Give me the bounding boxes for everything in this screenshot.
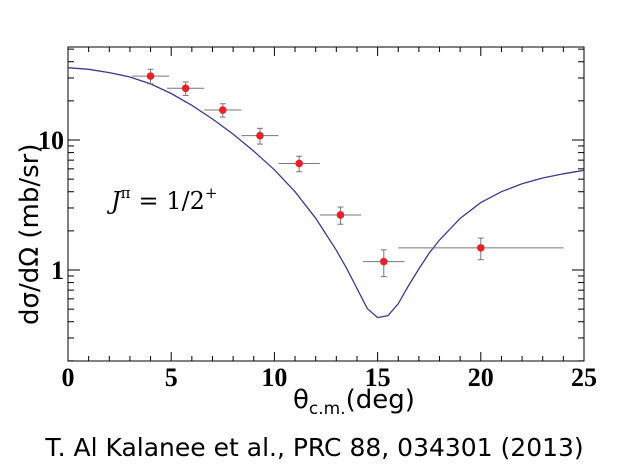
y-axis-label: dσ/dΩ (mb/sr) (15, 144, 45, 326)
data-point (219, 106, 227, 114)
jpi-rhs: = 1/2 (138, 187, 204, 215)
data-point (336, 211, 345, 219)
jpi-rhs-superscript: + (205, 184, 218, 202)
data-point-group (241, 127, 279, 145)
data-point-group (204, 103, 242, 118)
x-axis-subscript: c.m. (309, 399, 346, 419)
axis-ticks (67, 47, 585, 362)
x-tick-label: 10 (261, 363, 287, 392)
x-axis-label: θc.m.(deg) (293, 385, 415, 419)
x-tick-label: 15 (365, 363, 391, 392)
data-point-group (278, 155, 320, 173)
x-axis-symbol: θ (293, 385, 309, 415)
chart-frame (67, 46, 585, 362)
y-tick-labels: 1 10 (38, 126, 64, 285)
jpi-annotation: Jπ = 1/2+ (106, 184, 217, 215)
data-point (295, 159, 303, 168)
x-tick-labels: 0 5 10 15 20 25 (62, 363, 598, 392)
jpi-base: J (106, 187, 122, 215)
data-point (181, 84, 190, 93)
data-point (256, 131, 264, 140)
x-tick-label: 25 (571, 363, 597, 392)
theory-curve (67, 67, 585, 319)
data-point (477, 244, 485, 252)
theory-curves (67, 67, 585, 319)
data-point-group (319, 206, 362, 225)
data-point-group (167, 81, 205, 96)
x-tick-label: 0 (62, 363, 75, 392)
x-tick-label: 20 (468, 363, 494, 392)
citation-caption: T. Al Kalanee et al., PRC 88, 034301 (20… (45, 433, 584, 462)
data-point-group (131, 68, 170, 85)
data-point (379, 257, 388, 266)
jpi-superscript: π (121, 184, 131, 202)
data-point-group (398, 237, 564, 261)
y-tick-label: 10 (38, 126, 64, 155)
data-points (131, 68, 564, 278)
data-point-group (363, 249, 405, 278)
data-point (146, 72, 155, 80)
x-tick-label: 5 (165, 363, 178, 392)
y-tick-label: 1 (51, 256, 64, 285)
x-axis-unit: (deg) (346, 385, 415, 415)
